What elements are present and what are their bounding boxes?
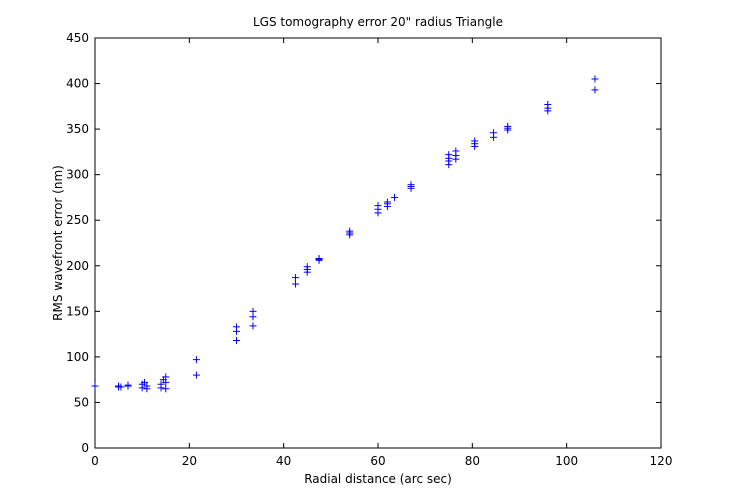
data-point: [157, 380, 165, 388]
y-tick-label: 400: [66, 77, 89, 91]
data-point: [233, 336, 240, 344]
y-tick-label: 300: [66, 168, 89, 182]
data-point: [192, 371, 200, 379]
x-tick-label: 80: [465, 454, 480, 468]
data-point: [346, 227, 354, 235]
x-axis-title: Radial distance (arc sec): [304, 472, 452, 486]
y-tick-label: 0: [81, 441, 89, 455]
data-points: [91, 75, 599, 393]
y-tick-label: 150: [66, 304, 89, 318]
data-point: [162, 373, 170, 381]
data-point: [591, 75, 599, 83]
plot-area: [94, 37, 662, 449]
data-point: [445, 151, 453, 159]
data-point: [249, 322, 257, 330]
data-point: [291, 280, 299, 288]
data-point: [374, 202, 382, 210]
y-tick-label: 250: [66, 213, 89, 227]
data-point: [383, 198, 391, 206]
data-point: [490, 129, 498, 137]
x-tick-label: 40: [276, 454, 291, 468]
x-tick-label: 120: [650, 454, 673, 468]
data-point: [303, 263, 311, 271]
data-point: [504, 122, 512, 130]
y-axis-title: RMS wavefront error (nm): [51, 165, 65, 321]
x-tick-label: 60: [370, 454, 385, 468]
y-tick-label: 100: [66, 350, 89, 364]
data-point: [117, 383, 125, 391]
data-point: [315, 254, 323, 262]
data-point: [471, 137, 479, 145]
y-tick-label: 200: [66, 259, 89, 273]
data-point: [291, 274, 299, 282]
y-tick-label: 50: [74, 395, 89, 409]
data-point: [407, 181, 415, 189]
y-tick-label: 350: [66, 122, 89, 136]
data-point: [452, 147, 460, 155]
x-tick-label: 20: [182, 454, 197, 468]
data-point: [192, 356, 200, 364]
data-point: [143, 382, 151, 390]
data-point: [249, 307, 257, 315]
data-point: [391, 193, 399, 201]
data-point: [233, 323, 240, 331]
data-point: [124, 381, 132, 389]
data-point: [91, 382, 99, 390]
data-point: [162, 385, 170, 393]
y-tick-label: 450: [66, 31, 89, 45]
axis-ticks: 0 20 40 60 80 100 120 0 50 100 150 200 250 300 350 400 4…: [66, 31, 672, 468]
x-tick-label: 0: [91, 454, 99, 468]
data-point: [141, 378, 149, 386]
data-point: [544, 101, 552, 109]
chart-title: LGS tomography error 20" radius Triangle: [253, 15, 503, 29]
x-tick-label: 100: [555, 454, 578, 468]
data-point: [591, 86, 599, 94]
